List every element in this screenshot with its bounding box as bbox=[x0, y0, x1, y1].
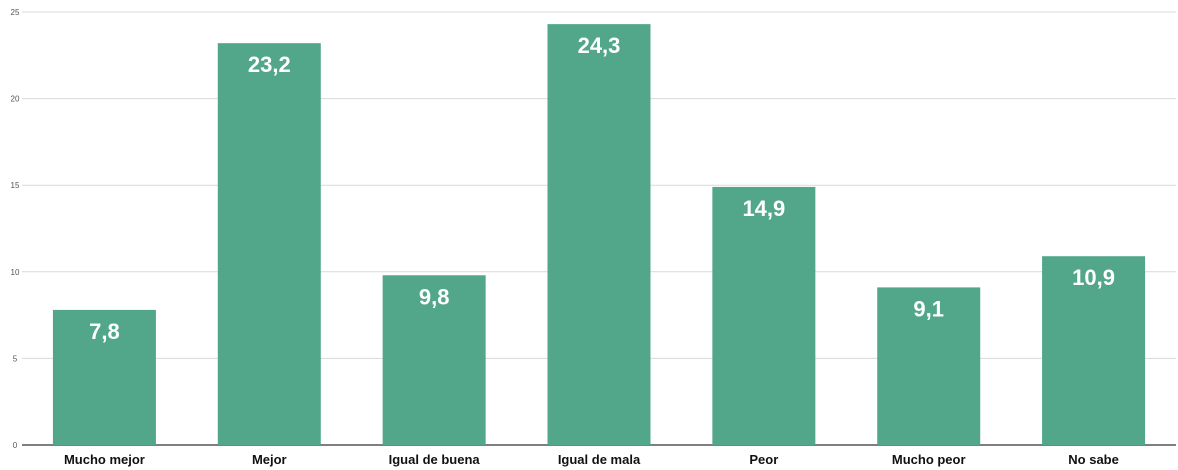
y-axis-ticks: 0 5 10 15 20 25 bbox=[11, 8, 20, 450]
x-tick-label: Mejor bbox=[252, 452, 287, 467]
bar-value-label: 9,8 bbox=[419, 284, 450, 309]
bar bbox=[52, 309, 156, 445]
bar-value-label: 24,3 bbox=[578, 33, 621, 58]
bar-value-label: 14,9 bbox=[742, 196, 785, 221]
y-tick-label: 10 bbox=[11, 268, 20, 277]
x-tick-label: No sabe bbox=[1068, 452, 1119, 467]
y-tick-label: 20 bbox=[11, 95, 20, 104]
bar-value-label: 9,1 bbox=[913, 296, 944, 321]
x-tick-label: Igual de mala bbox=[558, 452, 641, 467]
y-tick-label: 0 bbox=[13, 441, 18, 450]
bar bbox=[877, 287, 981, 445]
bar-value-label: 10,9 bbox=[1072, 265, 1115, 290]
bar bbox=[712, 186, 816, 445]
bar-value-label: 23,2 bbox=[248, 52, 291, 77]
bar bbox=[217, 43, 321, 446]
x-tick-label: Peor bbox=[749, 452, 778, 467]
bar bbox=[547, 24, 651, 446]
x-tick-label: Mucho mejor bbox=[64, 452, 145, 467]
bar bbox=[1042, 256, 1146, 445]
bar-value-label: 7,8 bbox=[89, 319, 120, 344]
x-tick-label: Igual de buena bbox=[389, 452, 481, 467]
y-tick-label: 15 bbox=[11, 181, 20, 190]
bar bbox=[382, 275, 486, 445]
y-tick-label: 25 bbox=[11, 8, 20, 17]
x-tick-label: Mucho peor bbox=[892, 452, 966, 467]
bars bbox=[52, 24, 1146, 446]
y-tick-label: 5 bbox=[13, 354, 18, 363]
data-labels: 7,8 23,2 9,8 24,3 14,9 9,1 10,9 bbox=[89, 33, 1115, 344]
x-axis-ticks: Mucho mejor Mejor Igual de buena Igual de m… bbox=[64, 452, 1119, 467]
